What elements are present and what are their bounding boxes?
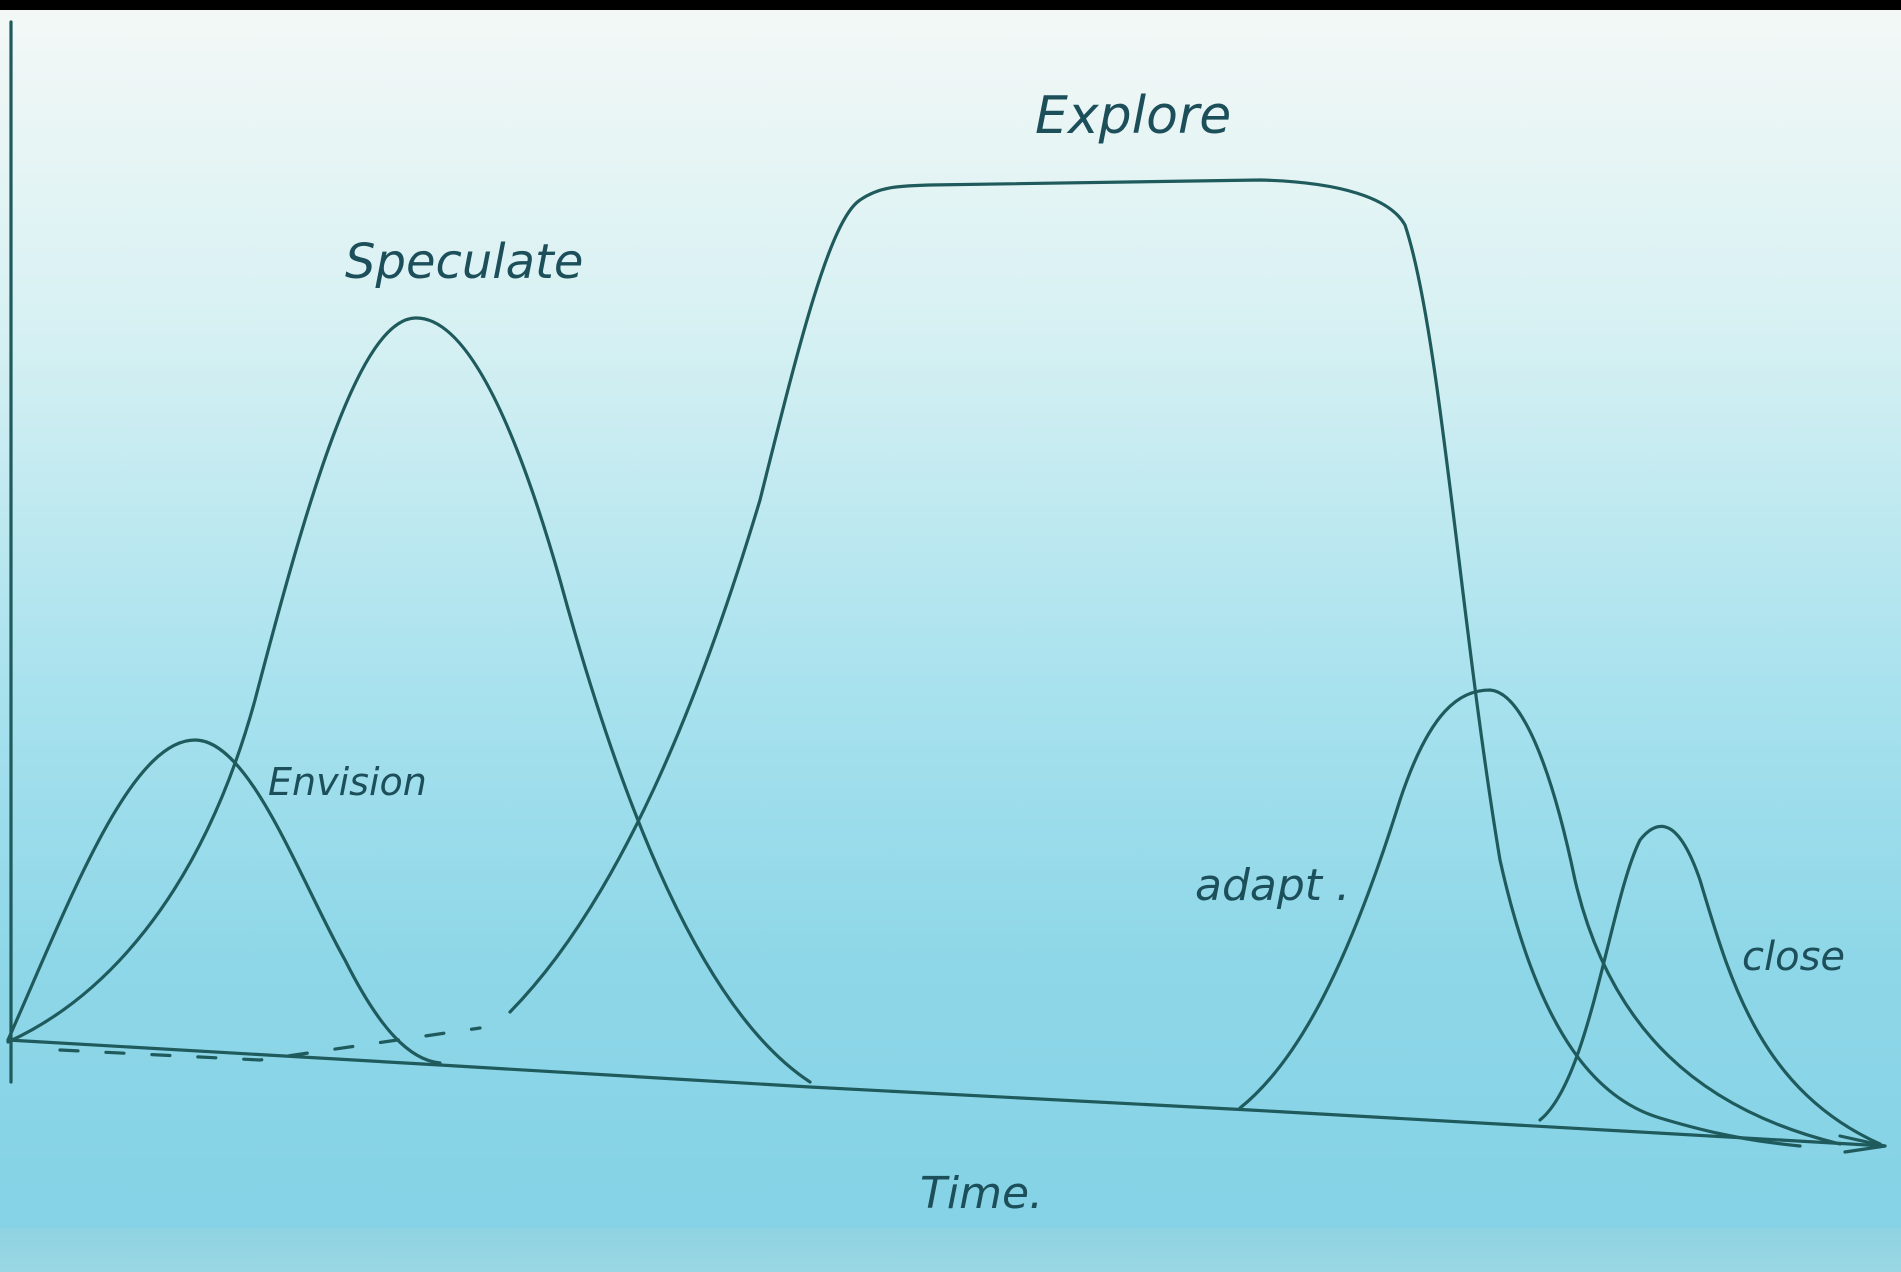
label-close: close (1742, 934, 1845, 980)
board-ledge (0, 1228, 1901, 1272)
envision-curve (6, 738, 442, 1065)
x-axis-arrowhead (1838, 1134, 1887, 1154)
label-adapt: adapt . (1195, 860, 1350, 911)
explore-ramp-dashed (58, 1026, 482, 1062)
speculate-curve (6, 316, 812, 1084)
close-curve (1538, 824, 1882, 1146)
x-axis (6, 1038, 1887, 1148)
x-axis-label: Time. (920, 1168, 1043, 1219)
explore-curve (508, 178, 1802, 1148)
label-explore: Explore (1035, 86, 1231, 146)
adapt-curve (1238, 688, 1842, 1146)
whiteboard (0, 10, 1901, 1228)
label-speculate: Speculate (345, 234, 583, 290)
label-envision: Envision (268, 760, 427, 804)
